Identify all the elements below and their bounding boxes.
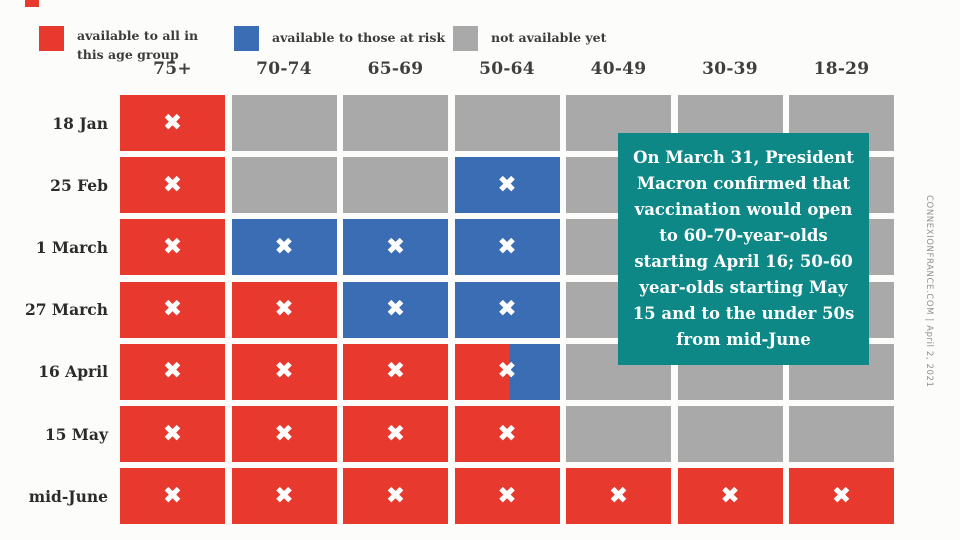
x-icon: ✖	[162, 358, 183, 385]
x-icon: ✖	[162, 420, 183, 447]
grid-cell	[454, 95, 560, 151]
legend-swatch-blue	[234, 26, 259, 51]
callout-text: On March 31, President Macron confirmed …	[632, 148, 855, 349]
grid-cell: ✖	[120, 157, 225, 214]
column-header-40-49: 40-49	[590, 59, 647, 79]
grid-cell	[343, 95, 448, 151]
grid-cell: ✖	[789, 468, 894, 525]
x-icon: ✖	[385, 296, 406, 323]
legend-item-red: available to all in this age group	[39, 26, 217, 65]
grid-cell: ✖	[454, 406, 560, 462]
x-icon: ✖	[274, 296, 294, 323]
grid-cell: ✖	[343, 219, 448, 276]
grid-cell: ✖	[231, 406, 337, 462]
grid-cell: ✖	[231, 343, 337, 400]
x-icon: ✖	[720, 482, 740, 509]
x-icon: ✖	[608, 482, 629, 509]
x-icon: ✖	[274, 482, 294, 509]
x-icon: ✖	[162, 233, 183, 260]
grid-cell: ✖	[343, 281, 448, 338]
corner-red-mark	[25, 0, 39, 7]
row-label-1-march: 1 March	[35, 237, 108, 257]
x-icon: ✖	[497, 420, 517, 447]
legend-label: not available yet	[491, 30, 607, 45]
grid-cell: ✖	[343, 468, 448, 525]
x-icon: ✖	[274, 233, 294, 260]
x-icon: ✖	[162, 109, 183, 136]
grid-cell: ✖	[343, 406, 448, 462]
column-header-70-74: 70-74	[256, 59, 312, 79]
x-icon: ✖	[385, 482, 406, 509]
grid-cell: ✖	[454, 157, 560, 214]
grid-cell: ✖	[231, 281, 337, 338]
x-icon: ✖	[162, 171, 183, 198]
legend-swatch-red	[39, 26, 64, 51]
column-header-30-39: 30-39	[702, 59, 758, 79]
x-icon: ✖	[497, 171, 517, 198]
x-icon: ✖	[497, 482, 517, 509]
grid-cell	[343, 157, 448, 214]
row-label-mid-june: mid-June	[28, 486, 108, 506]
grid-cell: ✖	[454, 468, 560, 525]
grid-cell	[231, 95, 337, 151]
column-header-50-64: 50-64	[479, 59, 535, 79]
row-label-15-may: 15 May	[44, 424, 108, 444]
x-icon: ✖	[162, 482, 183, 509]
column-header-75plus: 75+	[153, 59, 192, 79]
grid-cell: ✖	[120, 406, 225, 462]
grid-cell: ✖	[454, 343, 560, 400]
grid-cell: ✖	[677, 468, 783, 525]
legend-item-gray: not available yet	[453, 26, 606, 51]
grid-cell: ✖	[231, 468, 337, 525]
grid-cell: ✖	[120, 468, 225, 525]
grid-cell: ✖	[120, 343, 225, 400]
column-header-18-29: 18-29	[813, 59, 870, 79]
row-label-25-feb: 25 Feb	[50, 175, 108, 195]
grid-cell: ✖	[343, 343, 448, 400]
x-icon: ✖	[497, 296, 517, 323]
row-label-16-april: 16 April	[38, 362, 108, 382]
grid-cell: ✖	[454, 219, 560, 276]
callout-box: On March 31, President Macron confirmed …	[618, 133, 869, 365]
x-icon: ✖	[162, 296, 183, 323]
legend-swatch-gray	[453, 26, 478, 51]
x-icon: ✖	[274, 358, 294, 385]
x-icon: ✖	[385, 420, 406, 447]
grid-cell: ✖	[566, 468, 671, 525]
grid-cell: ✖	[120, 95, 225, 151]
grid-cell: ✖	[231, 219, 337, 276]
x-icon: ✖	[385, 233, 406, 260]
row-label-18-jan: 18 Jan	[52, 113, 108, 133]
grid-cell: ✖	[454, 281, 560, 338]
row-label-27-march: 27 March	[24, 300, 108, 320]
column-header-65-69: 65-69	[367, 59, 424, 79]
grid-cell	[231, 157, 337, 214]
grid-cell	[566, 406, 671, 462]
legend-item-blue: available to those at risk	[234, 26, 445, 51]
x-icon: ✖	[274, 420, 294, 447]
x-icon: ✖	[497, 358, 517, 385]
credit-text: CONNEXIONFRANCE.COM | April 2, 2021	[924, 195, 934, 388]
grid-cell	[789, 406, 894, 462]
legend-label: available to those at risk	[272, 30, 446, 45]
x-icon: ✖	[385, 358, 406, 385]
grid-cell	[677, 406, 783, 462]
x-icon: ✖	[497, 233, 517, 260]
x-icon: ✖	[831, 482, 852, 509]
grid-cell: ✖	[120, 219, 225, 276]
grid-cell: ✖	[120, 281, 225, 338]
legend-label: available to all in this age group	[77, 28, 199, 62]
